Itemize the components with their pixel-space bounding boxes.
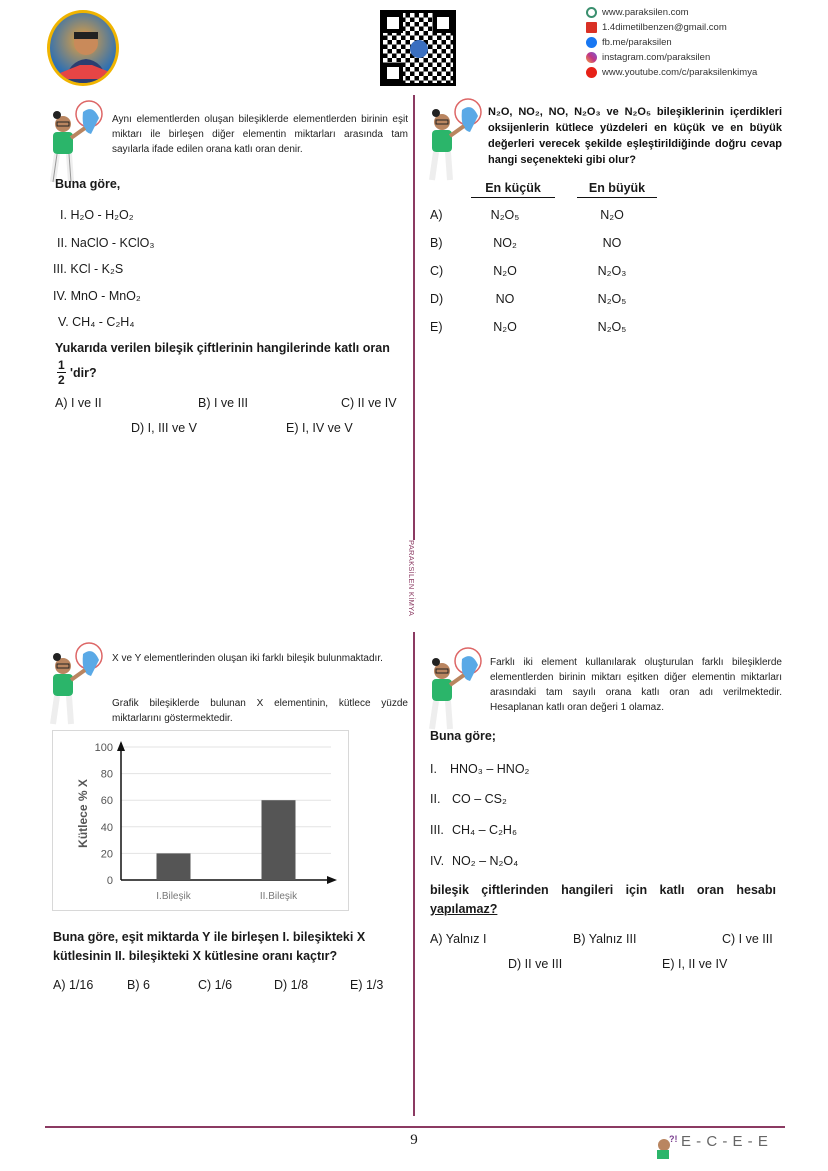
q4-intro: Farklı iki element kullanılarak oluşturu… [490,657,782,713]
q1-option-c[interactable]: C) II ve IV [341,396,397,410]
vertical-divider-bottom [413,632,415,1116]
x-axis-arrow [327,876,337,884]
youtube-icon [586,66,597,78]
q3-option-e[interactable]: E) 1/3 [350,978,384,992]
gmail-icon [586,21,597,33]
list-item: III. KCl - K₂S [53,262,124,276]
list-item: I. H₂O - H₂O₂ [60,208,134,222]
q4-question-end: yapılamaz? [430,902,498,916]
q4-option-a[interactable]: A) Yalnız I [430,932,487,946]
list-item: II. CO – CS₂ [430,792,507,806]
q1-option-b[interactable]: B) I ve III [198,396,249,410]
q4-option-e[interactable]: E) I, II ve IV [662,957,728,971]
bar-chart: 0 20 40 60 80 100 I.Bileşik II.Bileşik Kütlece %… [52,730,349,911]
y-axis-arrow [117,741,125,751]
list-item: II. NaClO - KClO₃ [57,236,155,250]
svg-text:?!: ?! [669,1134,678,1144]
mascot-illustration [429,98,482,181]
q4-option-c[interactable]: C) I ve III [722,932,773,946]
contact-youtube[interactable]: www.youtube.com/c/paraksilenkimya [586,65,757,79]
q1-option-a[interactable]: A) I ve II [55,396,102,410]
col-header-max: En büyük [577,181,657,198]
list-item: V. CH₄ - C₂H₄ [58,315,135,329]
q1-lead: Buna göre, [55,177,121,191]
list-item: IV. NO₂ – N₂O₄ [430,854,519,868]
divider-label: PARAKSİLEN KİMYA [407,540,416,617]
q3-option-b[interactable]: B) 6 [127,978,150,992]
y-tick-label: 100 [95,742,113,754]
q1-intro: Aynı elementlerden oluşan bileşiklerde e… [112,114,408,155]
list-item: I. HNO₃ – HNO₂ [430,762,530,776]
y-tick-label: 80 [101,769,113,781]
qr-code[interactable] [380,10,456,86]
q2-option-b[interactable]: B) NO₂ NO [430,236,622,250]
y-tick-label: 0 [107,875,113,887]
answer-key: E - C - E - E [681,1133,769,1150]
q1-option-d[interactable]: D) I, III ve V [131,421,197,435]
bar-chart-svg: 0 20 40 60 80 100 I.Bileşik II.Bileşik Kütlece %… [76,741,337,902]
q3-option-d[interactable]: D) 1/8 [274,978,309,992]
q4-question: bileşik çiftlerinden hangileri için katl… [430,883,776,897]
mascot-illustration [50,642,103,725]
globe-icon [586,6,597,18]
y-tick-label: 60 [101,795,113,807]
footer-rule [45,1126,785,1128]
x-tick-label: I.Bileşik [156,891,191,902]
x-tick-label: II.Bileşik [260,891,298,902]
q4-lead: Buna göre; [430,729,496,743]
mascot-illustration [429,647,482,730]
y-tick-label: 40 [101,822,113,834]
q2-question: N₂O, NO₂, NO, N₂O₃ ve N₂O₅ bileşiklerini… [488,106,782,166]
y-tick-label: 20 [101,848,113,860]
facebook-icon [586,36,597,48]
page-number: 9 [410,1132,418,1148]
q4-option-d[interactable]: D) II ve III [508,957,563,971]
mascot-mini-icon: ?! [657,1134,678,1159]
bar [156,853,191,880]
q2-option-d[interactable]: D) NO N₂O₅ [430,292,627,306]
q1-question: Yukarıda verilen bileşik çiftlerinin han… [55,341,390,355]
col-header-min: En küçük [471,181,555,198]
q2-option-c[interactable]: C) N₂O N₂O₃ [430,264,627,278]
vertical-divider-top [413,95,415,540]
bar [261,800,296,880]
contact-email[interactable]: 1.4dimetilbenzen@gmail.com [586,20,727,34]
q1-option-e[interactable]: E) I, IV ve V [286,421,353,435]
q2-option-e[interactable]: E) N₂O N₂O₅ [430,320,627,334]
list-item: III. CH₄ – C₂H₆ [430,823,518,837]
q4-option-b[interactable]: B) Yalnız III [573,932,637,946]
q2-option-a[interactable]: A) N₂O₅ N₂O [430,208,624,222]
contact-website[interactable]: www.paraksilen.com [586,5,689,19]
y-axis-label: Kütlece % X [76,779,90,848]
contact-facebook[interactable]: fb.me/paraksilen [586,35,672,49]
contact-instagram[interactable]: instagram.com/paraksilen [586,50,710,64]
q3-intro-1: X ve Y elementlerinden oluşan iki farklı… [112,653,383,664]
q3-question: Buna göre, eşit miktarda Y ile birleşen … [53,930,366,963]
instagram-icon [586,51,597,63]
mascot-illustration [50,100,103,183]
q3-option-c[interactable]: C) 1/6 [198,978,233,992]
q3-option-a[interactable]: A) 1/16 [53,978,94,992]
q3-intro-2: Grafik bileşiklerde bulunan X elementini… [112,698,408,724]
author-avatar [47,10,119,86]
q1-question-end: 'dir? [70,366,97,380]
list-item: IV. MnO - MnO₂ [53,289,141,303]
